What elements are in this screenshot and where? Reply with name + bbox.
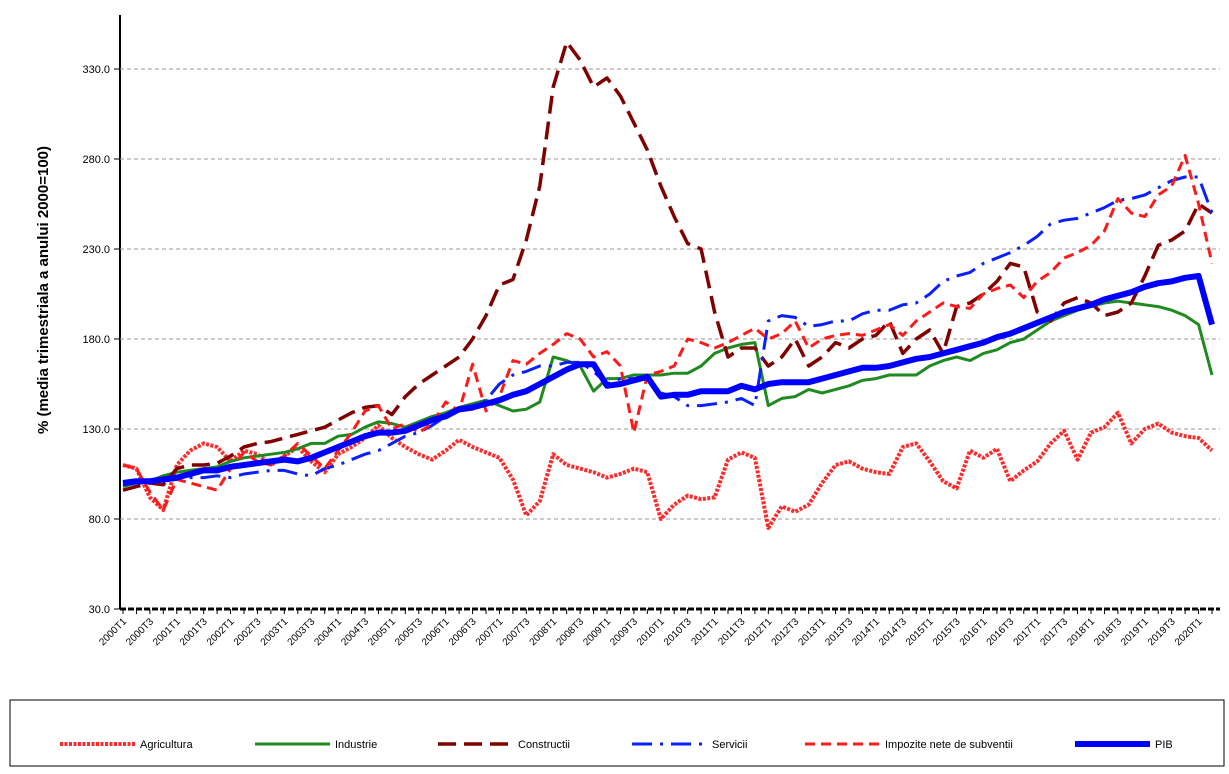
x-tick-label: 2012T3 <box>770 616 802 648</box>
x-tick-label: 2003T3 <box>286 616 318 648</box>
y-tick-label: 80.0 <box>89 514 110 526</box>
x-tick-label: 2004T1 <box>312 616 344 648</box>
x-tick-label: 2005T3 <box>393 616 425 648</box>
x-tick-label: 2020T1 <box>1173 616 1205 648</box>
x-tick-label: 2007T1 <box>474 616 506 648</box>
x-tick-label: 2010T3 <box>662 616 694 648</box>
series-line <box>122 273 1215 486</box>
x-tick-label: 2005T1 <box>366 616 398 648</box>
x-tick-label: 2007T3 <box>501 616 533 648</box>
x-tick-label: 2008T3 <box>554 616 586 648</box>
x-tick-label: 2004T3 <box>339 616 371 648</box>
legend-label: Agricultura <box>140 739 193 751</box>
series-line <box>122 153 1214 512</box>
y-tick-label: 230.0 <box>82 244 110 256</box>
y-tick-label: 30.0 <box>89 604 110 616</box>
x-tick-label: 2010T1 <box>635 616 667 648</box>
x-tick-label: 2011T3 <box>716 616 748 648</box>
x-tick-label: 2017T1 <box>1012 616 1044 648</box>
x-tick-label: 2012T1 <box>743 616 775 648</box>
x-tick-label: 2003T1 <box>259 616 291 648</box>
x-tick-label: 2016T3 <box>985 616 1017 648</box>
legend-label: Servicii <box>712 739 747 751</box>
y-tick-label: 180.0 <box>82 334 110 346</box>
x-tick-label: 2013T1 <box>796 616 828 648</box>
legend-label: Industrie <box>335 739 377 751</box>
y-axis-title: % (media trimestriala a anului 2000=100) <box>35 146 52 434</box>
x-tick-label: 2017T3 <box>1038 616 1070 648</box>
legend-label: PIB <box>1155 739 1173 751</box>
x-tick-label: 2002T1 <box>205 616 237 648</box>
legend-box <box>9 699 1225 767</box>
y-tick-label: 130.0 <box>82 424 110 436</box>
x-tick-label: 2016T1 <box>958 616 990 648</box>
x-tick-label: 2019T3 <box>1146 616 1178 648</box>
x-tick-label: 2000T1 <box>97 616 129 648</box>
x-tick-label: 2000T3 <box>124 616 156 648</box>
series-line <box>122 299 1214 489</box>
x-tick-label: 2018T1 <box>1065 616 1097 648</box>
series-line <box>122 40 1213 492</box>
x-tick-label: 2002T3 <box>232 616 264 648</box>
x-tick-label: 2009T1 <box>581 616 613 648</box>
x-tick-label: 2014T3 <box>877 616 909 648</box>
x-tick-label: 2001T3 <box>178 616 210 648</box>
x-tick-label: 2011T1 <box>689 616 721 648</box>
x-tick-label: 2015T3 <box>931 616 963 648</box>
x-tick-label: 2001T1 <box>151 616 183 648</box>
legend-label: Constructii <box>518 739 570 751</box>
x-tick-label: 2008T1 <box>528 616 560 648</box>
x-tick-label: 2014T1 <box>850 616 882 648</box>
y-tick-label: 280.0 <box>82 154 110 166</box>
x-tick-label: 2015T1 <box>904 616 936 648</box>
series-line <box>122 175 1214 487</box>
x-tick-label: 2018T3 <box>1092 616 1124 648</box>
x-tick-label: 2019T1 <box>1119 616 1151 648</box>
x-tick-label: 2006T3 <box>447 616 479 648</box>
x-tick-label: 2009T3 <box>608 616 640 648</box>
y-tick-label: 330.0 <box>82 64 110 76</box>
legend-label: Impozite nete de subventii <box>885 739 1013 751</box>
series-line <box>122 410 1214 530</box>
x-tick-label: 2006T1 <box>420 616 452 648</box>
x-tick-label: 2013T3 <box>823 616 855 648</box>
